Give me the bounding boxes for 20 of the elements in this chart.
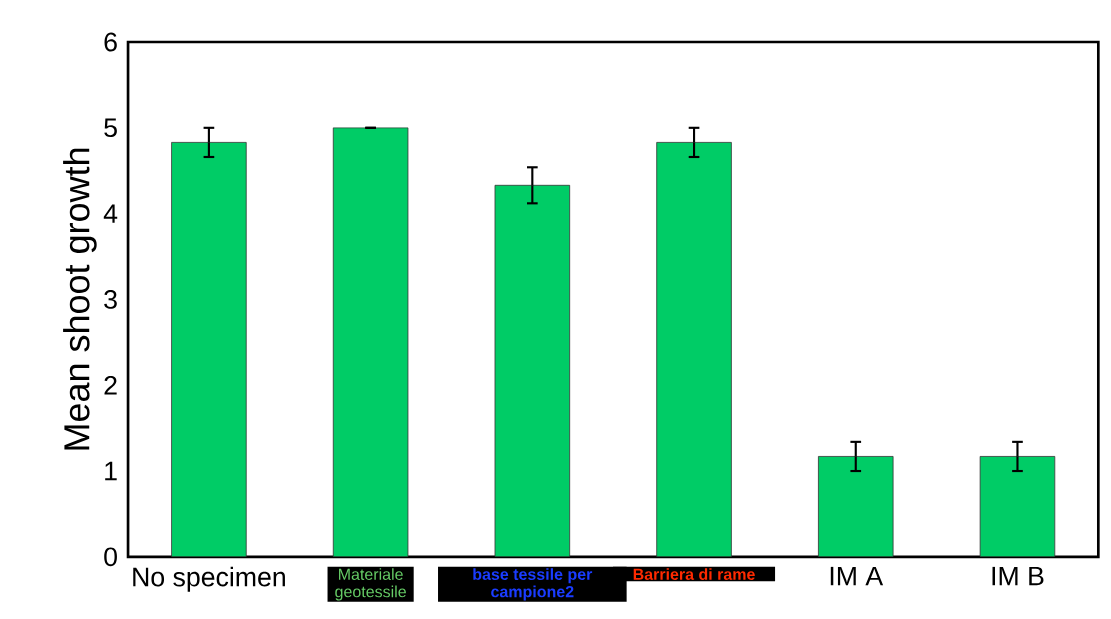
x-tick-label: IM B: [992, 566, 1044, 586]
bar: [818, 456, 894, 557]
bar: [171, 142, 247, 557]
y-tick-label: 3: [104, 290, 117, 309]
y-tick-label: 1: [105, 461, 117, 481]
y-axis-title: Mean shoot growth: [63, 148, 97, 450]
y-tick-label: 5: [104, 118, 117, 138]
bar: [979, 456, 1056, 557]
y-tick-label: 4: [103, 204, 118, 223]
x-tick-label: No specimen: [133, 566, 285, 592]
x-tick-label: base tessile per campione2: [473, 568, 593, 601]
bar: [656, 142, 732, 557]
y-tick-label: 0: [104, 547, 117, 567]
bar: [494, 184, 571, 557]
y-tick-label: 2: [104, 376, 117, 395]
y-tick-label: 6: [104, 32, 117, 52]
bar: [332, 127, 409, 557]
x-tick-label: IM A: [830, 566, 884, 586]
x-tick-label: Barriera di rame: [633, 568, 755, 581]
x-tick-label: Materiale geotessile: [335, 568, 406, 601]
